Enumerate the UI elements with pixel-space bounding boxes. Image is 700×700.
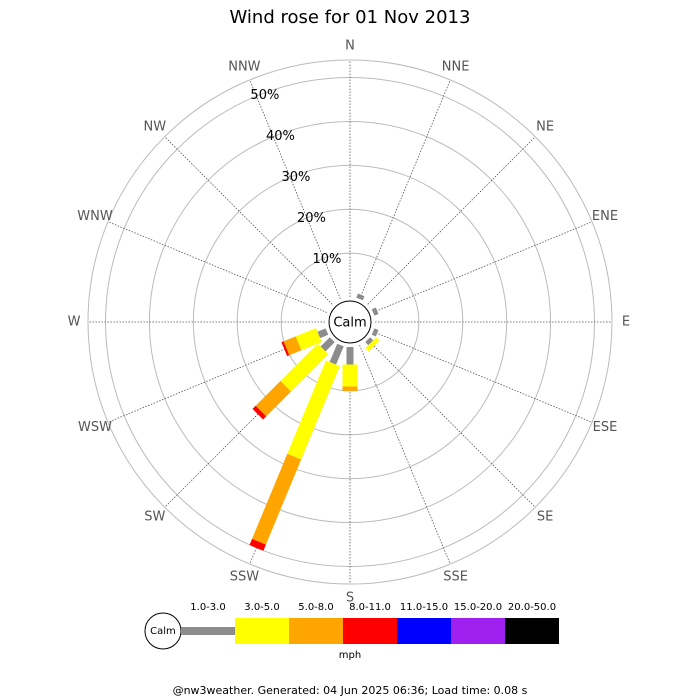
spoke — [372, 221, 593, 313]
direction-label: ENE — [592, 209, 618, 224]
direction-label: SW — [144, 510, 165, 525]
grid-ring — [192, 164, 508, 480]
legend-unit: mph — [339, 650, 361, 661]
r-tick-label: 50% — [250, 88, 279, 103]
calm-circle — [328, 300, 372, 344]
spoke — [372, 331, 593, 423]
legend-swatch — [289, 618, 343, 644]
r-tick-label: 30% — [281, 170, 310, 185]
legend-swatch — [397, 618, 451, 644]
wind-segment — [280, 343, 329, 392]
wind-segment — [356, 293, 365, 301]
direction-label: ESE — [593, 420, 618, 435]
legend-swatch — [505, 618, 559, 644]
legend-swatch — [181, 627, 235, 635]
grid-ring — [148, 120, 552, 524]
wind-segment — [295, 327, 322, 351]
direction-label: NNE — [442, 60, 470, 75]
direction-label: S — [346, 591, 354, 606]
direction-label: SE — [537, 510, 553, 525]
r-tick-label: 10% — [312, 252, 341, 267]
legend-swatch — [343, 618, 397, 644]
legend-label: 20.0-50.0 — [508, 602, 556, 613]
direction-label: NE — [536, 119, 554, 134]
spoke — [249, 79, 341, 300]
legend-label: 11.0-15.0 — [400, 602, 448, 613]
r-tick-label: 20% — [297, 211, 326, 226]
wind-segment — [255, 380, 292, 417]
wind-segment — [252, 405, 267, 420]
wind-segment — [365, 337, 374, 346]
legend-label: 8.0-11.0 — [349, 602, 391, 613]
spoke — [164, 136, 333, 305]
direction-label: SSW — [230, 569, 260, 584]
wind-segment — [252, 453, 302, 545]
direction-label: NW — [144, 119, 167, 134]
wind-segment — [317, 328, 329, 339]
legend-swatch — [235, 618, 289, 644]
legend-calm-label: Calm — [150, 626, 176, 637]
direction-label: WSW — [78, 420, 112, 435]
wind-segment — [371, 328, 379, 337]
legend-label: 1.0-3.0 — [190, 602, 225, 613]
direction-label: WNW — [77, 209, 113, 224]
direction-label: NNW — [228, 60, 260, 75]
spoke — [359, 79, 451, 300]
spoke — [107, 221, 328, 313]
spoke — [367, 136, 536, 305]
wind-segment — [365, 337, 380, 352]
wind-segment — [287, 360, 340, 460]
direction-label: W — [68, 315, 81, 330]
direction-label: E — [622, 315, 630, 330]
legend-swatch — [451, 618, 505, 644]
calm-label: Calm — [333, 316, 366, 331]
outer-ring — [87, 59, 613, 585]
wind-segment — [249, 538, 266, 551]
direction-label: N — [345, 39, 355, 54]
legend-label: 3.0-5.0 — [244, 602, 279, 613]
wind-segment — [283, 336, 302, 356]
spoke — [367, 339, 536, 508]
r-tick-label: 40% — [266, 129, 295, 144]
direction-label: SSE — [443, 569, 468, 584]
wind-segment — [320, 337, 335, 352]
legend-label: 5.0-8.0 — [298, 602, 333, 613]
spoke — [359, 344, 451, 565]
wind-segment — [281, 341, 290, 357]
footer: @nw3weather. Generated: 04 Jun 2025 06:3… — [173, 684, 528, 697]
wind-segment — [371, 307, 379, 316]
legend-label: 15.0-20.0 — [454, 602, 502, 613]
chart-title: Wind rose for 01 Nov 2013 — [230, 7, 471, 28]
wind-segment — [329, 343, 344, 365]
